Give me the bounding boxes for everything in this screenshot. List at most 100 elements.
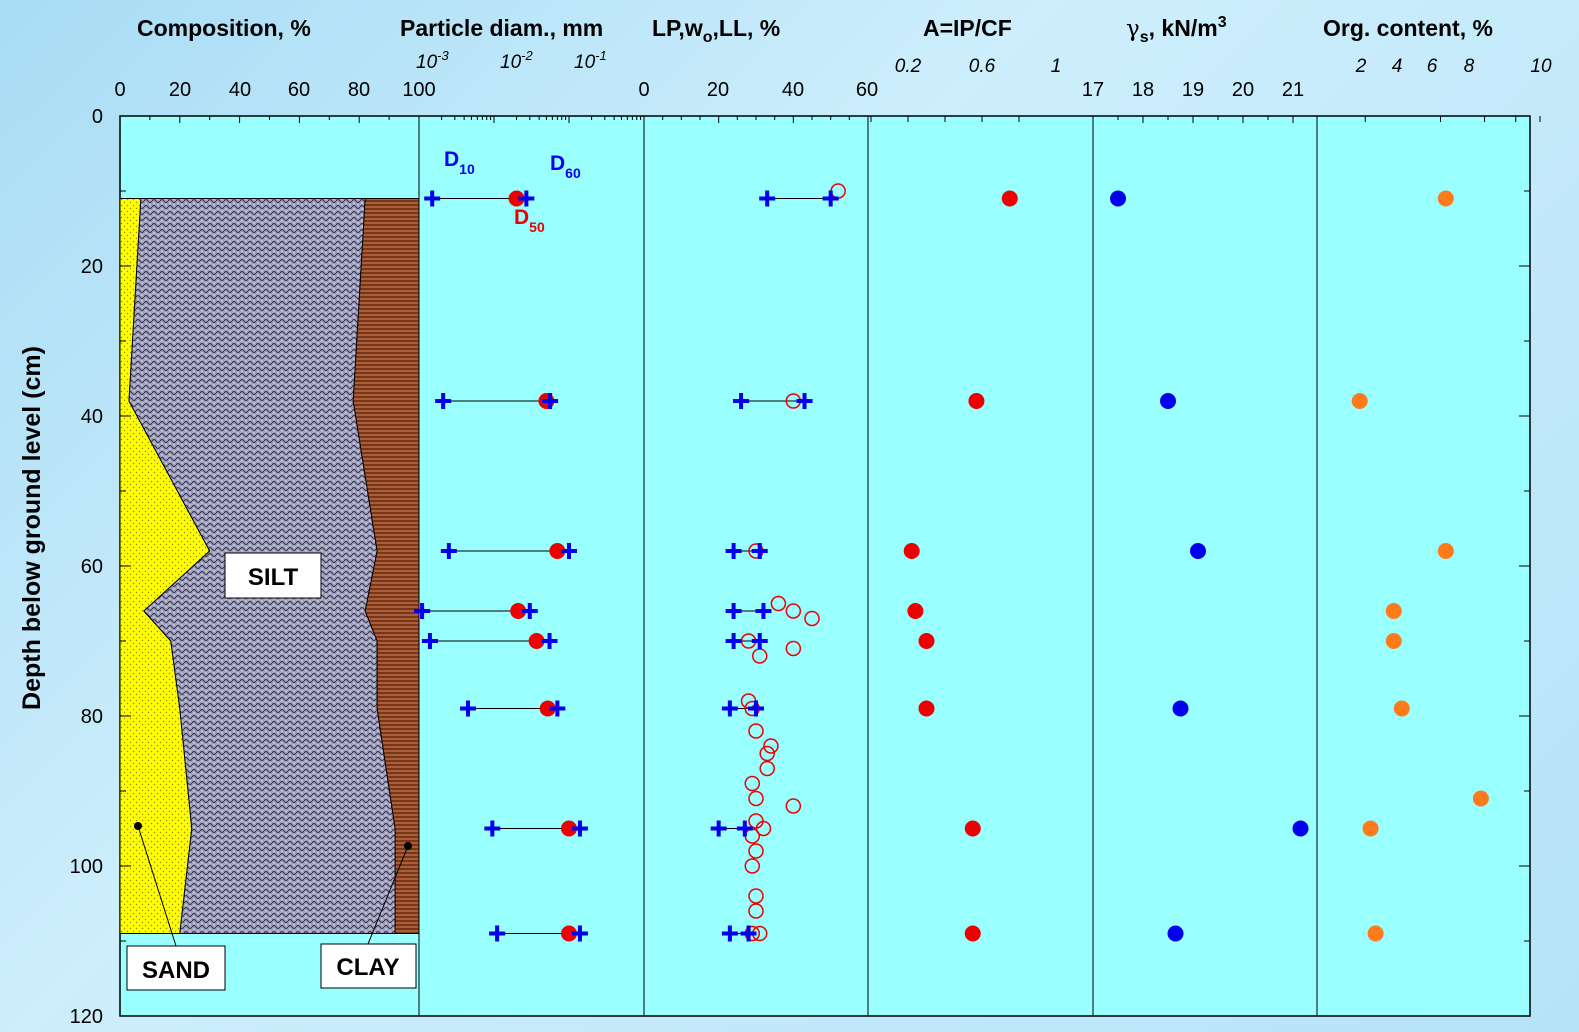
title-gamma-symbol: γ: [1126, 16, 1140, 42]
svg-text:D50: D50: [514, 206, 545, 235]
d60-point: [542, 393, 559, 409]
title-particle-diam: Particle diam., mm: [400, 15, 603, 41]
water-content-point: [785, 798, 802, 814]
water-content-point: [804, 610, 820, 627]
activity-point: [968, 393, 985, 409]
title-gamma-sup: 3: [1218, 14, 1227, 31]
depth-tick-labels: 0 20 40 60 80 100 120: [70, 106, 103, 1028]
depth-tick-120: 120: [70, 1006, 103, 1028]
organic-content-point: [1385, 603, 1402, 619]
comp-tick-100: 100: [402, 79, 435, 101]
sand-label-box: SAND: [126, 822, 226, 991]
comp-tick-40: 40: [229, 79, 251, 101]
org-tick-6: 6: [1427, 56, 1438, 77]
depth-tick-0: 0: [92, 106, 103, 128]
composition-tick-labels: 0 20 40 60 80 100: [114, 79, 435, 101]
svg-text:D10: D10: [444, 148, 475, 177]
plastic-limit-point: [725, 603, 742, 619]
plastic-limit-point: [733, 393, 750, 409]
d60-point: [541, 633, 558, 649]
activity-point: [907, 603, 924, 619]
unit-weight-point: [1190, 543, 1206, 559]
title-limits-post: ,LL, %: [713, 15, 781, 41]
d60-point: [571, 925, 588, 942]
y-axis-label: Depth below ground level (cm): [18, 346, 46, 710]
d10-label: D10: [444, 148, 475, 177]
water-content-point: [785, 603, 802, 619]
water-content-point: [748, 843, 764, 859]
plastic-limit-point: [725, 633, 742, 649]
organic-content-point: [1393, 700, 1410, 717]
organic-content-point: [1437, 543, 1454, 559]
d10-point: [421, 633, 438, 649]
depth-tick-80: 80: [81, 706, 103, 728]
particle-tick-1e-3: 10-3: [416, 48, 449, 73]
liquid-limit-point: [751, 633, 768, 649]
gamma-tick-19: 19: [1182, 79, 1204, 101]
unit-weight-point: [1167, 925, 1184, 942]
d50-point: [561, 820, 577, 837]
unit-weight-point: [1292, 820, 1309, 837]
d10-point: [459, 700, 476, 717]
d50-point: [508, 190, 525, 207]
comp-tick-60: 60: [288, 79, 310, 101]
silt-label: SILT: [248, 564, 299, 591]
svg-text:D60: D60: [550, 152, 581, 181]
activity-point: [903, 543, 920, 559]
unit-weight-point: [1160, 393, 1176, 409]
title-limits-pre: LP,w: [652, 15, 703, 41]
liquid-limit-point: [740, 925, 757, 942]
plastic-limit-point: [759, 190, 776, 207]
comp-tick-80: 80: [348, 79, 370, 101]
water-content-point: [785, 640, 802, 657]
water-content-point: [770, 595, 787, 612]
organic-content-point: [1367, 925, 1384, 942]
gamma-tick-18: 18: [1132, 79, 1154, 101]
title-composition: Composition, %: [137, 15, 311, 41]
plastic-limit-point: [725, 543, 742, 559]
water-content-point: [755, 820, 772, 837]
d50-point: [539, 700, 556, 717]
plastic-limit-point: [721, 700, 738, 717]
particle-tick-labels: 10-3 10-2 10-1: [416, 48, 607, 73]
d60-point: [571, 820, 588, 837]
organic-content-point: [1437, 190, 1454, 207]
depth-tick-20: 20: [81, 256, 103, 278]
particle-tick-1e-2: 10-2: [500, 48, 533, 73]
d60-point: [518, 190, 535, 207]
d60-point: [561, 543, 577, 559]
water-content-point: [748, 790, 764, 807]
org-tick-2: 2: [1355, 56, 1367, 77]
title-limits-sub: o: [703, 29, 713, 46]
liquid-limit-point: [748, 700, 764, 717]
title-activity: A=IP/CF: [923, 15, 1012, 41]
org-tick-10: 10: [1530, 56, 1552, 77]
limits-tick-20: 20: [707, 79, 729, 101]
d10-point: [484, 820, 501, 837]
title-org-content: Org. content, %: [1323, 15, 1493, 41]
comp-tick-0: 0: [114, 79, 125, 101]
particle-tick-1e-1: 10-1: [574, 48, 607, 73]
org-tick-4: 4: [1392, 56, 1403, 77]
data-marks: [414, 183, 1489, 942]
org-tick-8: 8: [1464, 56, 1475, 77]
d50-point: [510, 603, 527, 619]
activity-tick-1: 1: [1051, 56, 1062, 77]
depth-tick-100: 100: [70, 856, 103, 878]
water-content-point: [748, 903, 764, 919]
plastic-limit-point: [710, 820, 727, 837]
comp-tick-20: 20: [169, 79, 191, 101]
org-tick-labels: 2 4 6 8 10: [1355, 56, 1552, 77]
clay-label-box: CLAY: [320, 842, 417, 989]
d60-label: D60: [550, 152, 581, 181]
d10-point: [414, 603, 431, 619]
title-unit-weight: γs, kN/m3: [1126, 14, 1227, 46]
water-content-point: [744, 775, 761, 792]
limits-tick-labels: 0 20 40 60: [638, 79, 878, 101]
depth-tick-40: 40: [81, 406, 103, 428]
organic-content-point: [1362, 820, 1379, 837]
axis-ticks: [119, 115, 1541, 1017]
d50-point: [528, 633, 545, 649]
organic-content-point: [1351, 393, 1368, 409]
organic-content-point: [1472, 790, 1489, 807]
